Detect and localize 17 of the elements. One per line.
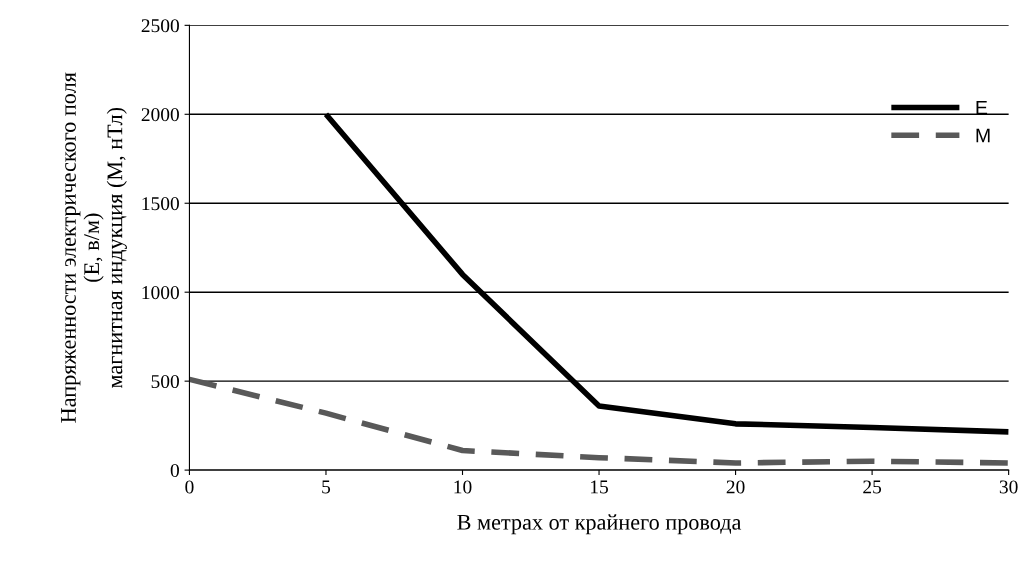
legend-label: M [976, 128, 990, 143]
y-tick-label: 500 [151, 374, 179, 389]
y-tick-label: 1000 [142, 286, 179, 300]
y-tick-label: 1500 [142, 197, 179, 211]
y-tick-label: 2000 [141, 108, 179, 122]
x-tick-label: 30 [999, 480, 1018, 494]
x-tick-label: 0 [185, 480, 194, 494]
x-tick-label: 25 [863, 480, 882, 494]
y-tick-label: 0 [170, 463, 179, 478]
x-tick-label: 10 [454, 480, 472, 494]
x-tick-label: 15 [591, 480, 608, 494]
y-axis-title: Напряженности электрического поля (E, в/м) магнитная индукция (M, нТл) [61, 72, 127, 423]
legend-label: E [976, 100, 988, 115]
x-tick-label: 20 [726, 480, 745, 494]
x-tick-label: 5 [322, 480, 331, 494]
x-axis-title: В метрах от крайнего провода [457, 514, 742, 535]
y-tick-label: 2500 [141, 19, 179, 33]
